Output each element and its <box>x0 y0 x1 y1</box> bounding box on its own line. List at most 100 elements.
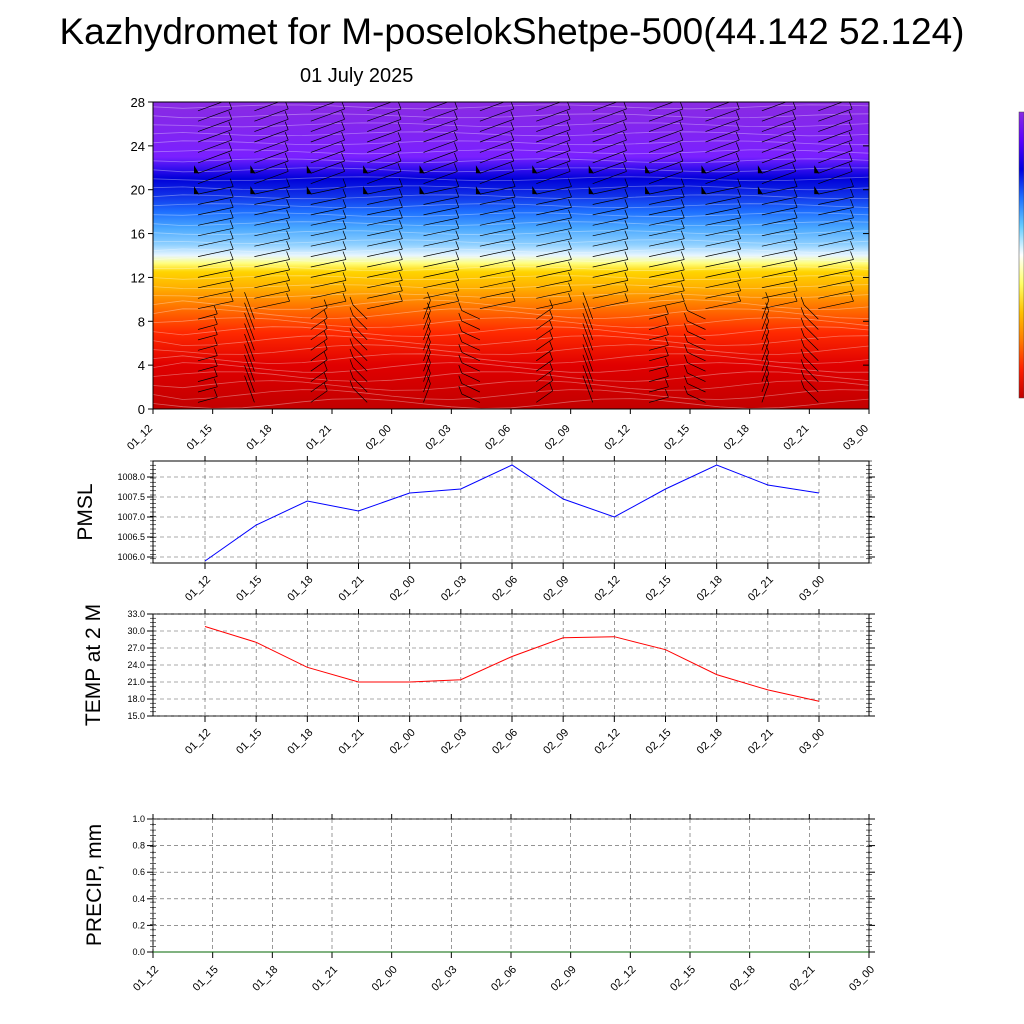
wind-barb-tick <box>511 251 516 260</box>
precip-y-tick-label: 0.6 <box>132 867 145 877</box>
pmsl-x-tick-label: 01_12 <box>183 574 213 604</box>
wind-barb <box>687 383 706 393</box>
wind-barb <box>818 290 854 299</box>
wind-barb-tick <box>765 333 770 343</box>
wind-barb <box>479 108 514 122</box>
wind-barb <box>310 338 328 351</box>
wind-barb-tick <box>735 142 740 151</box>
precip-panel: 0.0 0.2 0.4 0.6 0.8 1.0 01_12 01_15 01_18 01_21 02… <box>83 814 877 994</box>
contour-line <box>153 326 869 337</box>
wind-barb-tick <box>342 188 347 198</box>
wind-barb <box>247 383 255 403</box>
temp-x-tick-label: 02_00 <box>388 727 418 757</box>
wind-barb <box>761 331 770 351</box>
wind-barb <box>649 217 685 226</box>
wind-barb-tick <box>244 354 248 363</box>
precip-x-tick-label: 01_21 <box>310 964 340 994</box>
wind-barb-tick <box>680 240 685 250</box>
wind-barb <box>649 290 685 299</box>
wind-barb <box>254 300 290 310</box>
wind-barb-tick <box>458 375 463 384</box>
pmsl-x-tick-label: 02_03 <box>439 574 469 604</box>
wind-barb-tick <box>680 220 685 229</box>
wind-barb <box>649 386 669 393</box>
wind-barb <box>818 171 853 185</box>
wind-flag <box>701 165 707 174</box>
wind-barb <box>247 373 255 393</box>
wind-barb-tick <box>680 188 685 198</box>
wind-barb-tick <box>244 375 248 384</box>
wind-barb <box>761 362 770 382</box>
wind-barbs <box>194 91 854 403</box>
wind-barb <box>803 367 819 382</box>
pmsl-x-tick-label: 02_21 <box>746 574 776 604</box>
wind-barb-tick <box>427 323 431 332</box>
wind-barb-tick <box>679 121 684 130</box>
wind-barb-tick <box>765 292 770 301</box>
wind-barb-tick <box>244 292 248 301</box>
wind-barb <box>649 313 669 320</box>
wind-barb-tick <box>342 178 347 187</box>
wind-barb <box>197 313 218 320</box>
wind-barb <box>818 129 853 143</box>
wind-barb-tick <box>213 305 218 315</box>
wind-barb <box>761 383 770 403</box>
wind-barb <box>367 238 403 247</box>
wind-barb-tick <box>549 372 554 381</box>
wind-barb <box>254 217 290 226</box>
precip-y-tick-label: 0.8 <box>132 841 145 851</box>
wind-barb-tick <box>568 240 572 250</box>
x-tick-label: 01_15 <box>185 423 215 453</box>
contour-line <box>153 176 869 182</box>
wind-barb <box>818 300 854 310</box>
wind-barb-tick <box>850 188 854 198</box>
wind-flag <box>194 186 199 195</box>
wind-barb <box>536 349 553 362</box>
wind-barb-tick <box>511 220 516 229</box>
wind-barb <box>687 310 706 320</box>
wind-barb-tick <box>511 261 516 271</box>
wind-barb <box>310 290 347 299</box>
wind-barb-tick <box>568 230 572 239</box>
wind-barb-tick <box>511 91 514 99</box>
wind-barb-tick <box>679 152 684 162</box>
wind-barb-tick <box>229 272 234 281</box>
wind-barb-tick <box>427 375 431 384</box>
wind-barb <box>423 259 459 268</box>
wind-barb-tick <box>665 378 669 387</box>
wind-barb-tick <box>793 272 798 281</box>
wind-barb-tick <box>349 307 354 316</box>
wind-barb <box>479 150 514 164</box>
wind-barb-tick <box>680 178 685 187</box>
wind-barb-tick <box>793 188 798 198</box>
wind-barb <box>818 238 854 247</box>
wind-barb-tick <box>624 293 629 302</box>
wind-barb <box>461 393 481 403</box>
chart-title: Kazhydromet for M-poselokShetpe-500(44.1… <box>59 11 965 52</box>
pmsl-x-tick-label: 02_06 <box>490 574 520 604</box>
wind-barb-tick <box>455 240 460 250</box>
wind-barb-tick <box>624 91 627 99</box>
wind-barb <box>536 269 572 278</box>
wind-barb <box>423 150 458 164</box>
wind-barb <box>648 160 684 174</box>
wind-barb <box>479 300 516 310</box>
wind-barb <box>310 369 328 382</box>
wind-barb <box>705 269 741 278</box>
wind-barb <box>423 248 459 257</box>
wind-barb-tick <box>566 111 571 120</box>
wind-barb-tick <box>566 163 571 172</box>
wind-barb-tick <box>458 302 463 311</box>
wind-barb-tick <box>398 91 401 99</box>
wind-barb-tick <box>800 296 805 306</box>
wind-barb-tick <box>284 121 289 130</box>
wind-barb <box>687 362 706 372</box>
wind-barb-tick <box>850 199 854 208</box>
wind-barb-tick <box>582 365 587 374</box>
wind-barb <box>761 341 770 361</box>
wind-barb-tick <box>399 251 403 260</box>
wind-barb-tick <box>848 131 853 141</box>
wind-barb <box>649 259 685 268</box>
wind-barb-tick <box>793 261 798 271</box>
wind-barb-tick <box>624 220 629 229</box>
